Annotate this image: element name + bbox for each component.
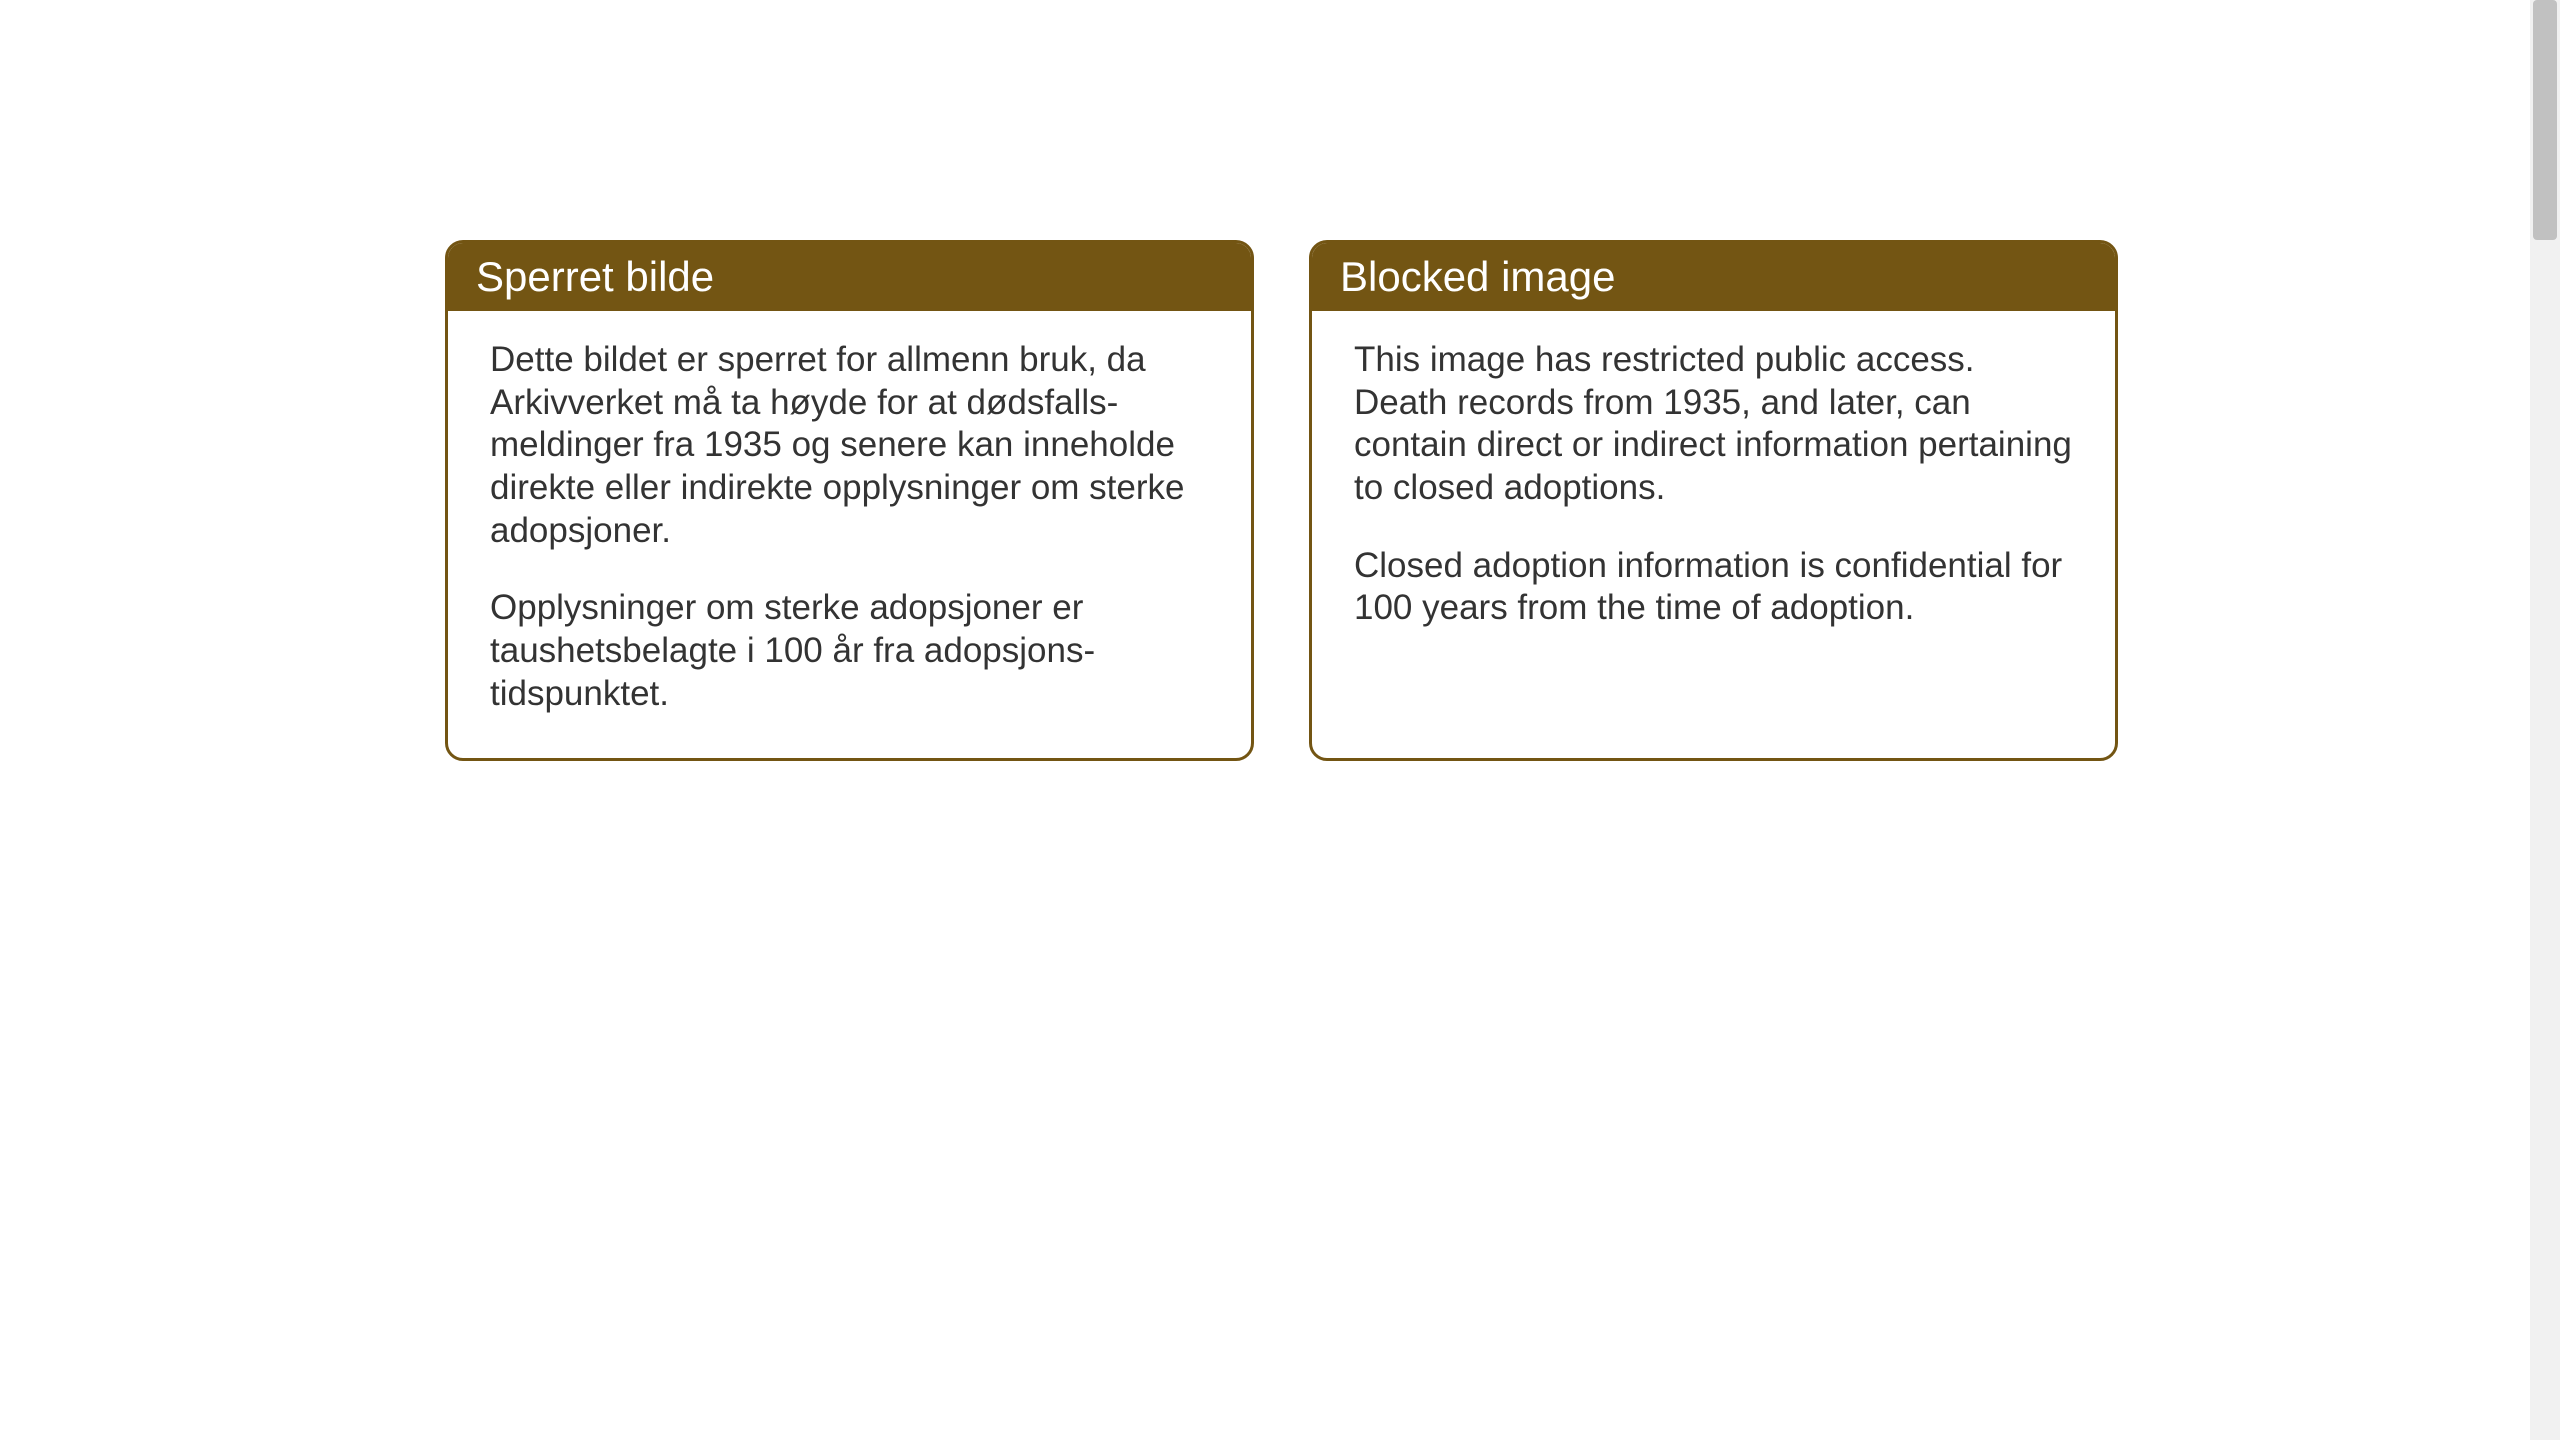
- card-body-english: This image has restricted public access.…: [1312, 311, 2115, 672]
- card-title-norwegian: Sperret bilde: [476, 253, 714, 300]
- card-header-norwegian: Sperret bilde: [448, 243, 1251, 311]
- card-english: Blocked image This image has restricted …: [1309, 240, 2118, 761]
- paragraph-2-english: Closed adoption information is confident…: [1354, 545, 2073, 630]
- scrollbar-thumb[interactable]: [2533, 0, 2557, 240]
- paragraph-1-norwegian: Dette bildet er sperret for allmenn bruk…: [490, 339, 1209, 552]
- paragraph-1-english: This image has restricted public access.…: [1354, 339, 2073, 510]
- card-norwegian: Sperret bilde Dette bildet er sperret fo…: [445, 240, 1254, 761]
- card-body-norwegian: Dette bildet er sperret for allmenn bruk…: [448, 311, 1251, 758]
- card-title-english: Blocked image: [1340, 253, 1615, 300]
- cards-container: Sperret bilde Dette bildet er sperret fo…: [445, 240, 2118, 761]
- paragraph-2-norwegian: Opplysninger om sterke adopsjoner er tau…: [490, 587, 1209, 715]
- card-header-english: Blocked image: [1312, 243, 2115, 311]
- vertical-scrollbar[interactable]: [2530, 0, 2560, 1440]
